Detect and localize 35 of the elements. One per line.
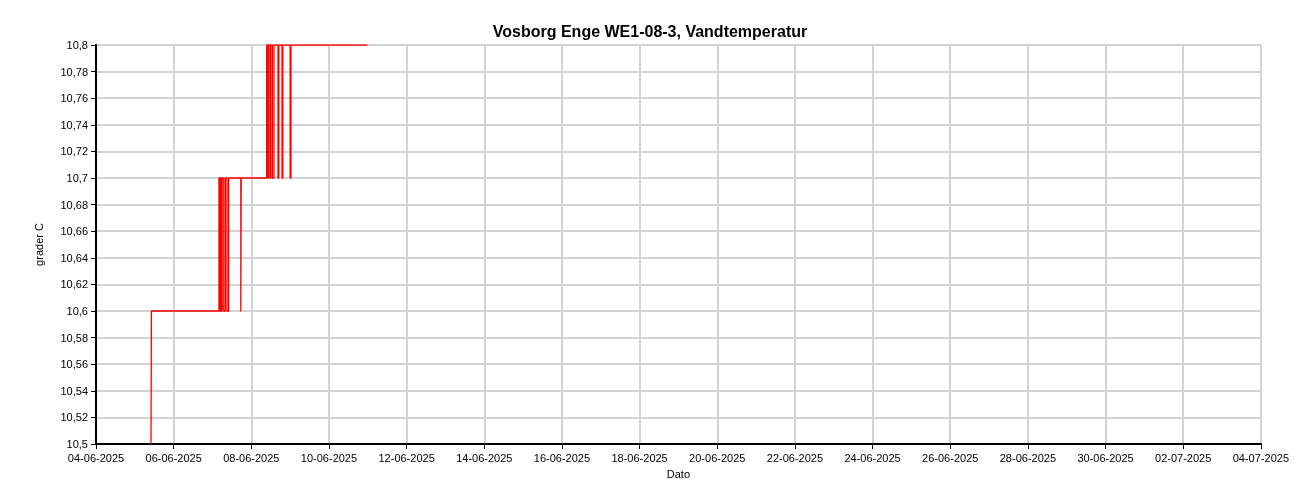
x-tick-label: 12-06-2025: [378, 451, 435, 464]
y-tick-label: 10,72: [60, 145, 88, 158]
x-tick-label: 14-06-2025: [456, 451, 513, 464]
x-tick-label: 18-06-2025: [611, 451, 668, 464]
x-axis-title: Dato: [666, 467, 691, 480]
y-tick-label: 10,7: [66, 172, 88, 184]
y-tick-label: 10,5: [66, 438, 88, 450]
y-tick-label: 10,52: [60, 411, 88, 424]
x-tick-label: 16-06-2025: [533, 451, 591, 464]
y-tick-label: 10,64: [60, 251, 88, 264]
y-tick-label: 10,54: [60, 384, 88, 397]
x-tick-label: 04-06-2025: [67, 451, 125, 464]
y-tick-label: 10,78: [60, 65, 88, 78]
y-tick-label: 10,74: [60, 118, 88, 131]
chart-title: Vosborg Enge WE1-08-3, Vandtemperatur: [492, 22, 808, 40]
x-tick-label: 08-06-2025: [223, 451, 280, 464]
x-tick-label: 24-06-2025: [844, 451, 901, 464]
x-tick-label: 28-06-2025: [999, 451, 1057, 464]
y-tick-label: 10,6: [66, 305, 88, 317]
x-tick-label: 02-07-2025: [1155, 451, 1212, 464]
y-tick-label: 10,76: [60, 92, 88, 105]
x-tick-label: 10-06-2025: [300, 451, 358, 464]
y-axis-title: grader C: [32, 223, 45, 266]
y-tick-label: 10,58: [60, 331, 88, 344]
y-tick-label: 10,66: [60, 225, 88, 238]
x-tick-label: 26-06-2025: [922, 451, 979, 464]
y-tick-label: 10,56: [60, 358, 88, 371]
y-tick-label: 10,8: [66, 39, 88, 51]
x-tick-label: 04-07-2025: [1232, 451, 1290, 464]
x-tick-label: 30-06-2025: [1077, 451, 1134, 464]
x-tick-label: 20-06-2025: [689, 451, 746, 464]
x-tick-label: 22-06-2025: [766, 451, 824, 464]
x-tick-label: 06-06-2025: [145, 451, 202, 464]
y-tick-label: 10,68: [60, 198, 88, 211]
y-tick-label: 10,62: [60, 278, 88, 291]
